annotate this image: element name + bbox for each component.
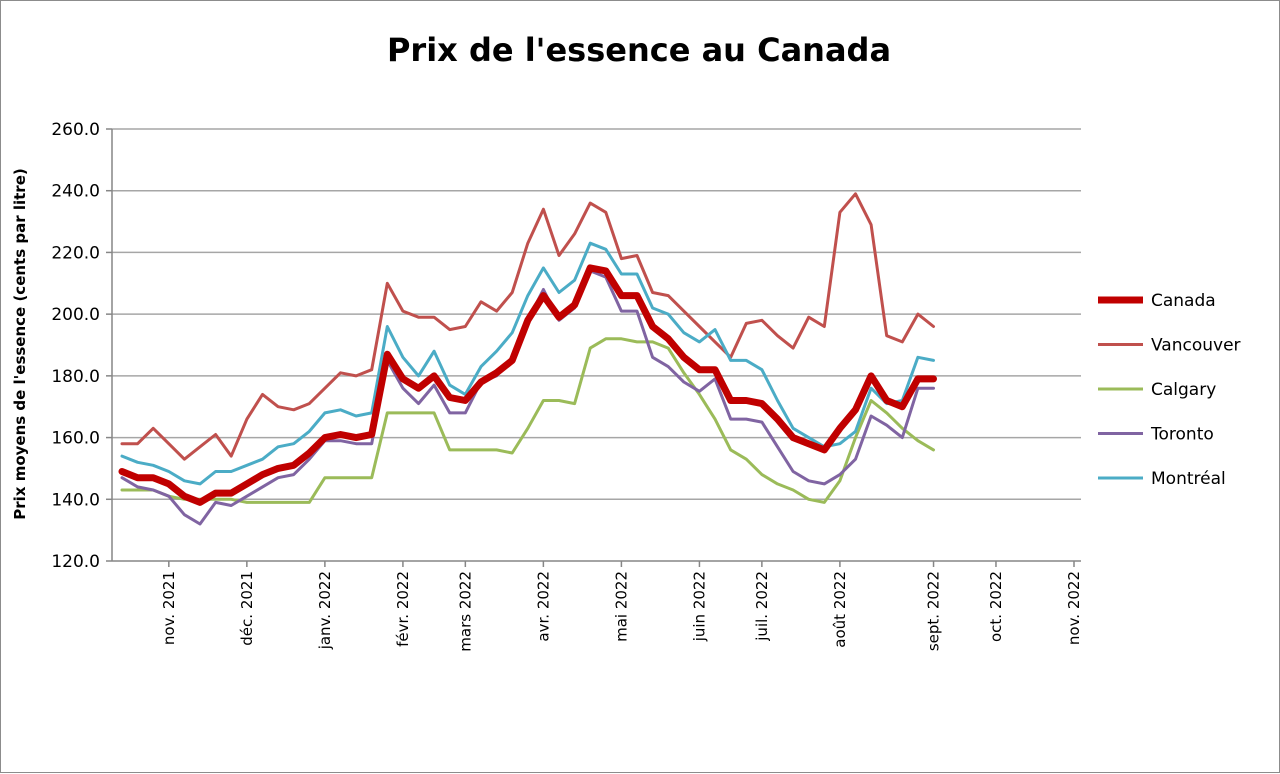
y-tick-label: 240.0 (51, 182, 100, 202)
y-tick-label: 160.0 (51, 429, 100, 449)
legend-label: Calgary (1151, 380, 1216, 400)
y-tick-label: 180.0 (51, 367, 100, 387)
legend: Canada Vancouver Calgary Toronto Montréal (1098, 291, 1241, 489)
x-tick-label: nov. 2022 (1065, 571, 1083, 645)
x-tick-label: déc. 2021 (238, 571, 256, 646)
chart-title: Prix de l'essence au Canada (387, 31, 891, 69)
x-tick-label: sept. 2022 (925, 571, 943, 651)
x-tick-label: août 2022 (831, 571, 849, 648)
x-tick-label: nov. 2021 (160, 571, 178, 645)
legend-label: Montréal (1151, 469, 1226, 489)
gridlines (112, 128, 1081, 501)
x-tick-label: mai 2022 (612, 571, 630, 642)
x-tick-label: mars 2022 (456, 571, 474, 652)
series-line-vancouver (120, 192, 935, 461)
axes (111, 129, 1081, 562)
y-tick-label: 260.0 (51, 120, 100, 140)
series-line-calgary (120, 337, 935, 504)
y-tick-label: 220.0 (51, 243, 100, 263)
x-tick-label: oct. 2022 (987, 571, 1005, 642)
series-line-canada (118, 264, 937, 506)
series-line-montréal (120, 241, 935, 486)
y-tick-label: 140.0 (51, 490, 100, 510)
x-axis-ticks: nov. 2021 déc. 2021 janv. 2022 févr. 2022 ma… (160, 561, 1083, 652)
x-tick-label: janv. 2022 (316, 571, 334, 650)
x-tick-label: févr. 2022 (394, 571, 412, 647)
legend-label: Canada (1151, 291, 1216, 311)
y-axis-ticks: 120.0 140.0 160.0 180.0 200.0 220.0 240.0 260.0 (51, 120, 112, 572)
y-tick-label: 120.0 (51, 552, 100, 572)
legend-label: Vancouver (1151, 336, 1241, 356)
y-tick-label: 200.0 (51, 305, 100, 325)
x-tick-label: juin 2022 (690, 571, 708, 642)
x-tick-label: juil. 2022 (753, 571, 771, 642)
x-tick-label: avr. 2022 (534, 571, 552, 642)
y-axis-label: Prix moyens de l'essence (cents par litr… (11, 168, 29, 519)
series-lines (118, 192, 937, 526)
legend-label: Toronto (1150, 425, 1214, 445)
